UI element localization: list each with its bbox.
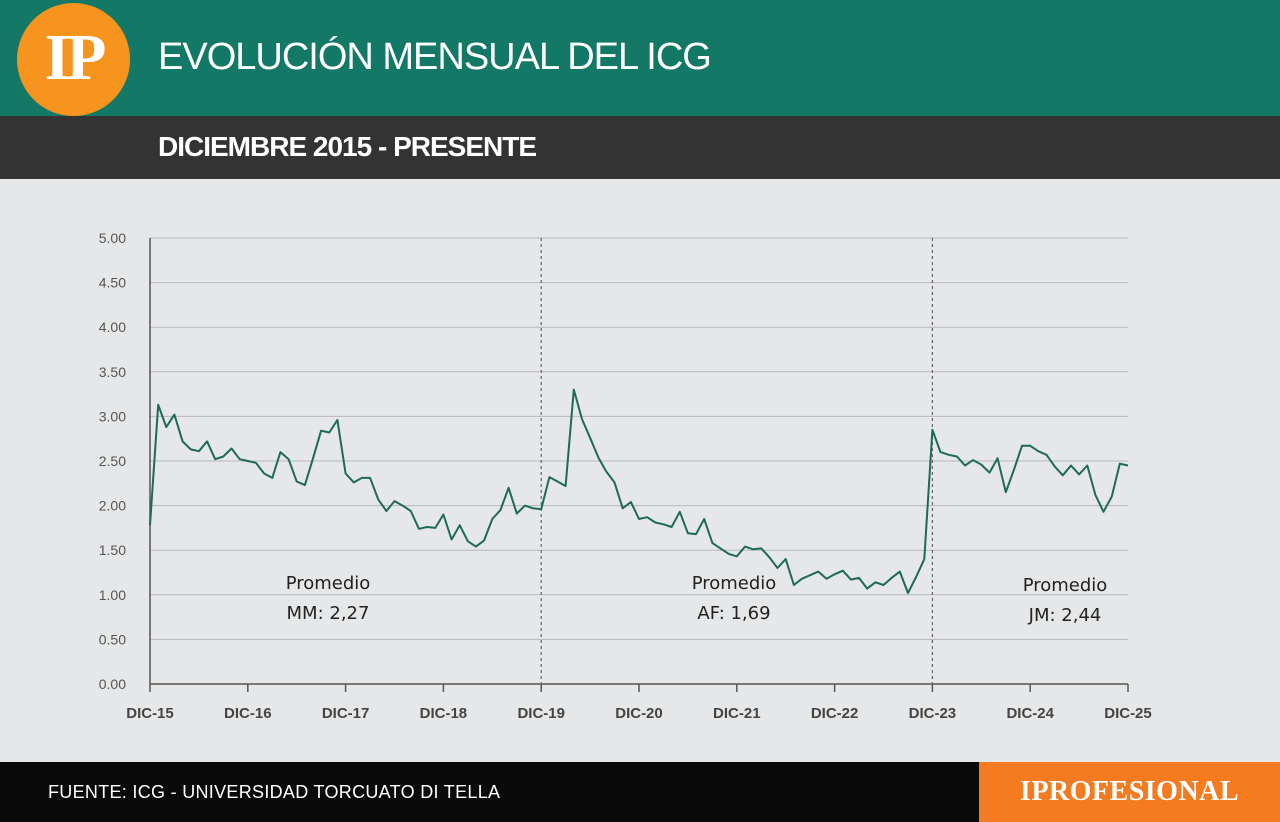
x-tick-label: DIC-24: [1006, 705, 1054, 722]
average-label-title: Promedio: [286, 573, 371, 594]
y-tick-label: 0.50: [99, 631, 126, 647]
chart-subtitle: DICIEMBRE 2015 - PRESENTE: [158, 131, 537, 162]
y-tick-label: 3.00: [99, 408, 126, 424]
x-tick-label: DIC-16: [224, 705, 272, 722]
x-tick-label: DIC-17: [322, 705, 370, 722]
footer-bar: FUENTE: ICG - UNIVERSIDAD TORCUATO DI TE…: [0, 762, 1280, 822]
chart-title: EVOLUCIÓN MENSUAL DEL ICG: [158, 36, 712, 78]
y-tick-label: 2.50: [99, 453, 126, 469]
source-text: FUENTE: ICG - UNIVERSIDAD TORCUATO DI TE…: [48, 782, 501, 802]
average-label-value: JM: 2,44: [1028, 605, 1102, 626]
y-tick-label: 4.50: [99, 275, 126, 291]
y-tick-label: 4.00: [99, 319, 126, 335]
x-tick-label: DIC-18: [420, 705, 468, 722]
x-tick-label: DIC-22: [811, 705, 859, 722]
x-tick-label: DIC-23: [909, 705, 957, 722]
chart-area: 0.00 0.50 1.00 1.50 2.00 2.50 3.00 3.50 4.00 4.50…: [0, 179, 1280, 762]
y-tick-label: 1.50: [99, 542, 126, 558]
y-tick-label: 0.00: [99, 676, 126, 692]
y-tick-label: 3.50: [99, 364, 126, 380]
y-tick-label: 2.00: [99, 498, 126, 514]
y-tick-label: 1.00: [99, 587, 126, 603]
average-label-title: Promedio: [1023, 575, 1108, 596]
average-label-value: AF: 1,69: [697, 603, 770, 624]
average-label-value: MM: 2,27: [287, 603, 370, 624]
x-tick-label: DIC-21: [713, 705, 761, 722]
subtitle-bar: DICIEMBRE 2015 - PRESENTE: [0, 116, 1280, 179]
header-bar: IP EVOLUCIÓN MENSUAL DEL ICG: [0, 0, 1280, 116]
logo-text: IP: [44, 20, 107, 94]
x-tick-label: DIC-15: [126, 705, 174, 722]
brand-box: IPROFESIONAL: [979, 762, 1280, 822]
line-chart: 0.00 0.50 1.00 1.50 2.00 2.50 3.00 3.50 4.00 4.50…: [99, 230, 1152, 722]
average-label-title: Promedio: [692, 573, 777, 594]
x-tick-label: DIC-19: [517, 705, 565, 722]
x-tick-label: DIC-25: [1104, 705, 1152, 722]
series-line: [149, 388, 1129, 594]
brand-text: IPROFESIONAL: [1019, 776, 1240, 807]
y-tick-label: 5.00: [99, 230, 126, 246]
logo-circle: IP: [17, 3, 130, 116]
x-tick-label: DIC-20: [615, 705, 663, 722]
